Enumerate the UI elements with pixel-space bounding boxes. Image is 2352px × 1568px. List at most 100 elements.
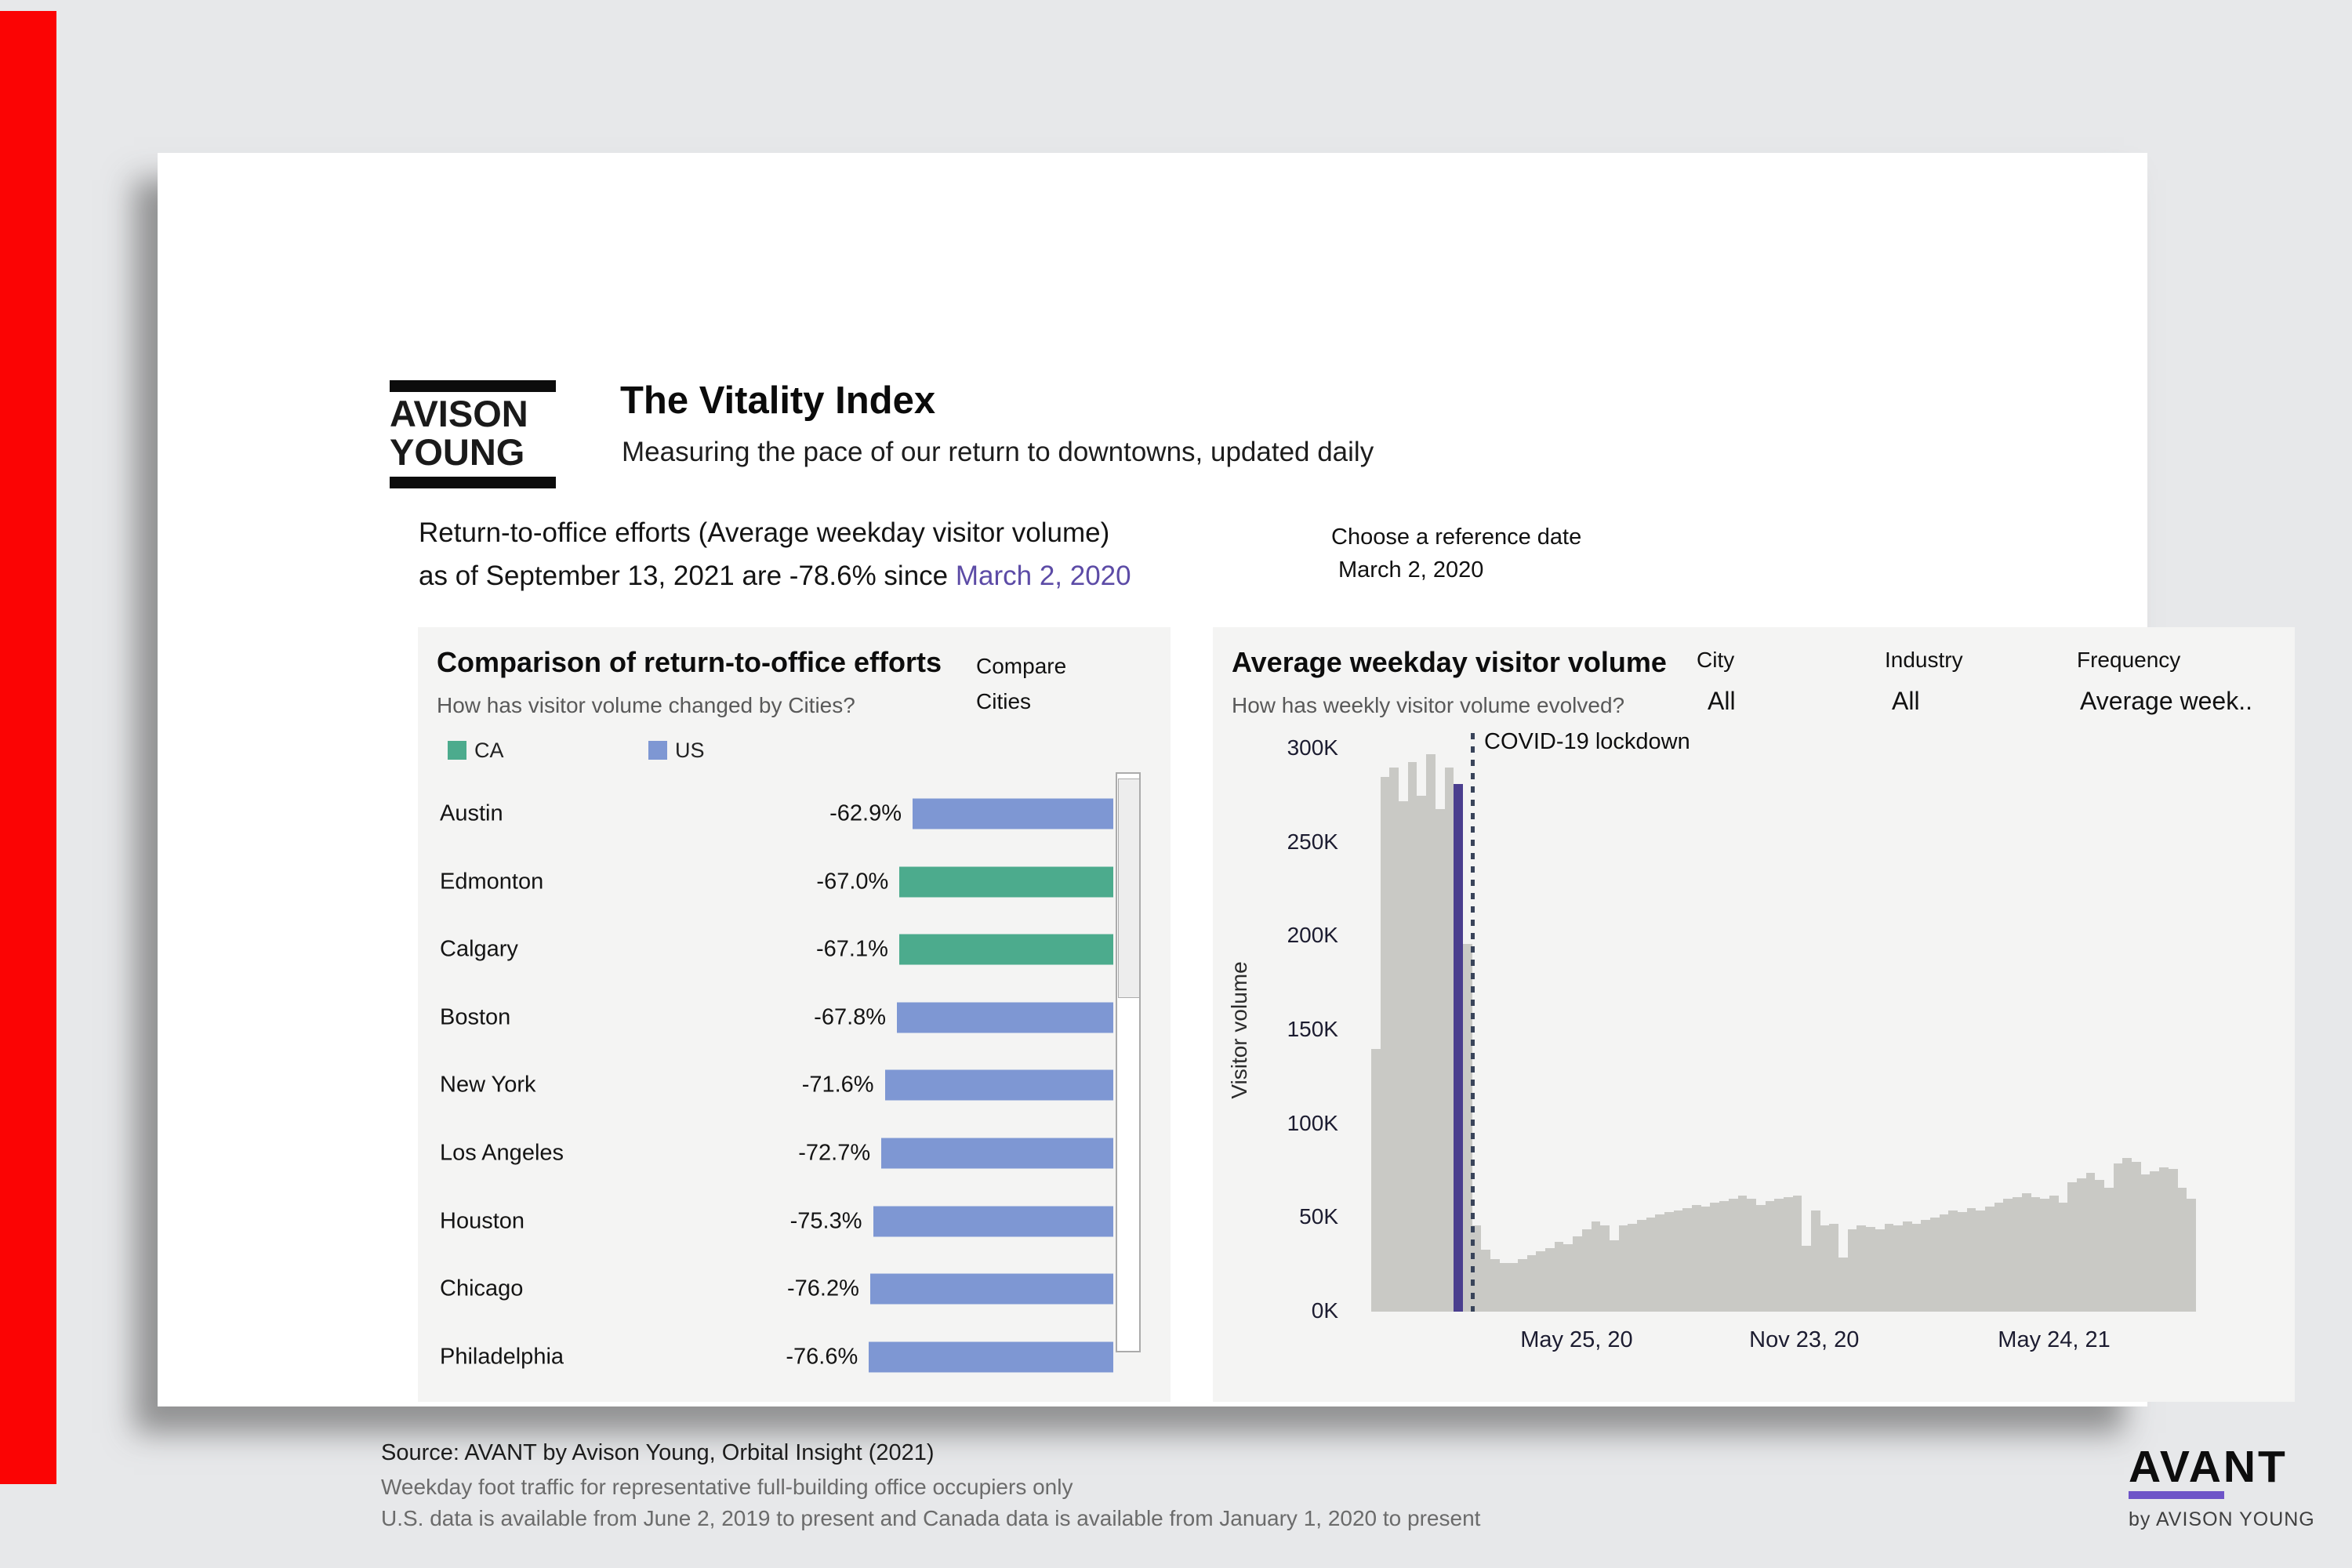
week-bar[interactable] bbox=[1545, 1247, 1555, 1312]
week-bar[interactable] bbox=[1472, 1225, 1482, 1312]
week-bar[interactable] bbox=[2031, 1197, 2041, 1312]
week-bar[interactable] bbox=[2049, 1195, 2059, 1312]
week-bar[interactable] bbox=[1866, 1227, 1875, 1312]
week-bar[interactable] bbox=[1389, 767, 1399, 1312]
week-bar[interactable] bbox=[2076, 1178, 2086, 1312]
week-bar[interactable] bbox=[1600, 1225, 1610, 1312]
city-bar[interactable] bbox=[881, 1138, 1113, 1169]
city-bar[interactable] bbox=[897, 1002, 1113, 1033]
week-bar[interactable] bbox=[1893, 1225, 1903, 1312]
reference-date-picker[interactable]: March 2, 2020 bbox=[1338, 557, 1484, 583]
reference-week-bar[interactable] bbox=[1454, 784, 1463, 1312]
week-bar[interactable] bbox=[1444, 767, 1454, 1312]
legend-item-us[interactable]: US bbox=[648, 739, 705, 762]
week-bar[interactable] bbox=[1628, 1223, 1637, 1312]
city-list-scrollbar[interactable] bbox=[1116, 772, 1141, 1352]
reference-date-link[interactable]: March 2, 2020 bbox=[955, 560, 1131, 591]
week-bar[interactable] bbox=[1563, 1243, 1573, 1312]
week-bar[interactable] bbox=[1921, 1219, 1930, 1312]
week-bar[interactable] bbox=[1673, 1210, 1683, 1312]
week-bar[interactable] bbox=[1902, 1221, 1912, 1312]
city-bar[interactable] bbox=[869, 1273, 1113, 1305]
week-bar[interactable] bbox=[1462, 943, 1472, 1312]
week-bar[interactable] bbox=[1802, 1246, 1811, 1312]
week-bar[interactable] bbox=[1820, 1225, 1830, 1312]
week-bar[interactable] bbox=[1508, 1262, 1518, 1312]
week-bar[interactable] bbox=[1755, 1204, 1766, 1312]
week-bar[interactable] bbox=[1692, 1204, 1701, 1312]
week-bar[interactable] bbox=[1490, 1259, 1500, 1312]
week-bar[interactable] bbox=[1417, 795, 1427, 1312]
week-bar[interactable] bbox=[1481, 1250, 1490, 1312]
week-bar[interactable] bbox=[1811, 1210, 1820, 1312]
week-bar[interactable] bbox=[2122, 1157, 2132, 1312]
week-bar[interactable] bbox=[2150, 1171, 2160, 1312]
week-bar[interactable] bbox=[2067, 1181, 2077, 1312]
week-bar[interactable] bbox=[1554, 1242, 1564, 1312]
week-bar[interactable] bbox=[1371, 1048, 1381, 1312]
city-bar[interactable] bbox=[869, 1341, 1113, 1373]
week-bar[interactable] bbox=[1728, 1199, 1738, 1312]
week-bar[interactable] bbox=[2095, 1180, 2104, 1312]
week-bar[interactable] bbox=[1609, 1240, 1619, 1312]
week-bar[interactable] bbox=[2085, 1172, 2096, 1312]
week-bar[interactable] bbox=[1884, 1223, 1894, 1312]
week-bar[interactable] bbox=[2159, 1167, 2169, 1312]
week-bar[interactable] bbox=[1948, 1210, 1958, 1312]
week-bar[interactable] bbox=[1655, 1214, 1664, 1312]
city-bar[interactable] bbox=[873, 1206, 1113, 1237]
week-bar[interactable] bbox=[1783, 1197, 1793, 1312]
week-bar[interactable] bbox=[1573, 1236, 1582, 1312]
week-bar[interactable] bbox=[2113, 1163, 2123, 1312]
week-bar[interactable] bbox=[1581, 1229, 1592, 1312]
week-bar[interactable] bbox=[1399, 801, 1408, 1312]
week-bar[interactable] bbox=[2040, 1199, 2049, 1312]
week-bar[interactable] bbox=[1829, 1223, 1839, 1312]
week-bar[interactable] bbox=[1774, 1199, 1784, 1312]
city-bar[interactable] bbox=[899, 866, 1113, 898]
week-bar[interactable] bbox=[1536, 1251, 1546, 1312]
week-bar[interactable] bbox=[1838, 1257, 1848, 1312]
week-bar[interactable] bbox=[2177, 1188, 2187, 1312]
week-bar[interactable] bbox=[1710, 1203, 1720, 1312]
week-bar[interactable] bbox=[1875, 1229, 1885, 1312]
week-bar[interactable] bbox=[1682, 1208, 1693, 1312]
scrollbar-thumb[interactable] bbox=[1118, 779, 1140, 998]
week-bar[interactable] bbox=[1985, 1206, 1994, 1312]
week-bar[interactable] bbox=[1618, 1225, 1628, 1312]
week-bar[interactable] bbox=[2058, 1203, 2068, 1312]
week-bar[interactable] bbox=[1664, 1212, 1674, 1312]
week-bar[interactable] bbox=[1994, 1203, 2004, 1312]
week-bar[interactable] bbox=[1911, 1223, 1922, 1312]
legend-item-ca[interactable]: CA bbox=[448, 739, 504, 762]
week-bar[interactable] bbox=[1426, 754, 1436, 1312]
filter-industry-dropdown[interactable]: All bbox=[1892, 687, 1920, 715]
week-bar[interactable] bbox=[1636, 1219, 1646, 1312]
week-bar[interactable] bbox=[1435, 808, 1445, 1312]
week-bar[interactable] bbox=[1747, 1199, 1756, 1312]
week-bar[interactable] bbox=[1499, 1262, 1509, 1312]
week-bar[interactable] bbox=[1929, 1218, 1940, 1312]
week-bar[interactable] bbox=[1847, 1229, 1857, 1312]
week-bar[interactable] bbox=[1719, 1200, 1729, 1312]
week-bar[interactable] bbox=[1765, 1200, 1775, 1312]
week-bar[interactable] bbox=[2140, 1174, 2151, 1312]
week-bar[interactable] bbox=[2021, 1193, 2031, 1312]
week-bar[interactable] bbox=[2003, 1199, 2013, 1312]
week-bar[interactable] bbox=[1966, 1208, 1976, 1312]
city-bar[interactable] bbox=[884, 1069, 1113, 1101]
week-bar[interactable] bbox=[1700, 1206, 1711, 1312]
city-bar[interactable] bbox=[913, 798, 1113, 829]
week-bar[interactable] bbox=[1939, 1214, 1949, 1312]
week-bar[interactable] bbox=[2013, 1197, 2022, 1312]
week-bar[interactable] bbox=[1792, 1195, 1802, 1312]
filter-city-dropdown[interactable]: All bbox=[1708, 687, 1736, 715]
filter-frequency-dropdown[interactable]: Average week.. bbox=[2080, 687, 2252, 715]
week-bar[interactable] bbox=[1526, 1255, 1537, 1312]
city-bar[interactable] bbox=[898, 934, 1113, 965]
week-bar[interactable] bbox=[1646, 1218, 1656, 1312]
week-bar[interactable] bbox=[2104, 1188, 2114, 1312]
week-bar[interactable] bbox=[1518, 1259, 1527, 1312]
week-bar[interactable] bbox=[2187, 1199, 2196, 1312]
week-bar[interactable] bbox=[2168, 1169, 2178, 1312]
